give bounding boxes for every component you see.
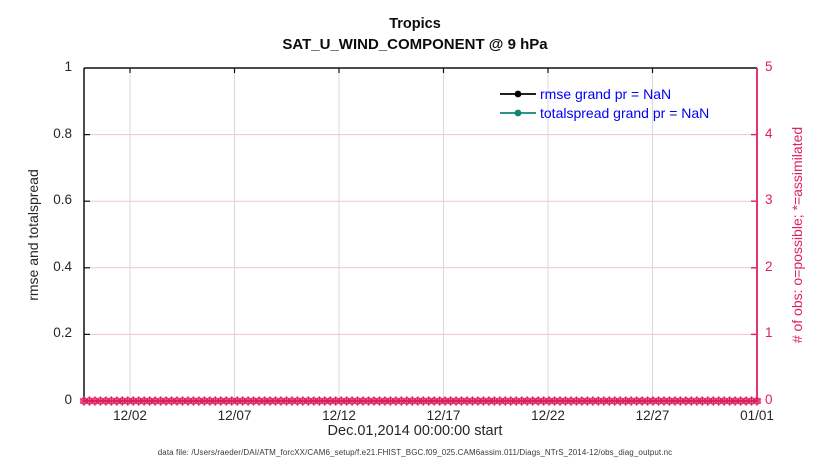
legend-line-marker-rmse	[500, 90, 536, 97]
y-left-tick-label: 1	[64, 59, 72, 74]
y-right-tick-label: 3	[765, 192, 773, 208]
chart-title-variable: SAT_U_WIND_COMPONENT @ 9 hPa	[282, 36, 548, 53]
x-tick-label: 12/07	[217, 408, 252, 423]
y-axis-label-right: # of obs: o=possible; *=assimilated	[789, 126, 805, 344]
legend-line-marker-totalspread	[500, 109, 536, 116]
x-tick-label: 12/12	[322, 408, 356, 423]
y-left-tick-label: 0.6	[53, 192, 72, 208]
legend-item-totalspread: totalspread grand pr = NaN	[500, 103, 709, 122]
y-right-tick-label: 0	[765, 392, 773, 407]
y-right-tick-label: 2	[765, 258, 773, 274]
legend: rmse grand pr = NaN totalspread grand pr…	[500, 84, 709, 122]
y-axis-label-left: rmse and totalspread	[25, 169, 41, 301]
data-file-caption: data file: /Users/raeder/DAI/ATM_forcXX/…	[157, 448, 673, 457]
x-tick-label: 12/02	[113, 408, 147, 423]
y-left-tick-label: 0.4	[53, 258, 72, 274]
y-right-tick-label: 1	[765, 325, 773, 341]
legend-label-totalspread: totalspread grand pr = NaN	[540, 104, 710, 121]
x-tick-label: 12/27	[635, 408, 670, 423]
legend-label-rmse: rmse grand pr = NaN	[540, 85, 672, 102]
y-right-tick-label: 5	[765, 59, 773, 74]
x-tick-label: 12/22	[531, 408, 565, 423]
legend-item-rmse: rmse grand pr = NaN	[500, 84, 709, 103]
y-right-tick-label: 4	[765, 125, 773, 141]
x-axis-label: Dec.01,2014 00:00:00 start	[327, 423, 503, 439]
y-left-tick-label: 0	[64, 392, 72, 407]
y-left-tick-label: 0.2	[53, 325, 72, 341]
y-left-tick-label: 0.8	[53, 125, 72, 141]
x-tick-label: 01/01	[740, 408, 774, 423]
chart-title-region: Tropics	[389, 16, 441, 32]
x-tick-label: 12/17	[426, 408, 461, 423]
